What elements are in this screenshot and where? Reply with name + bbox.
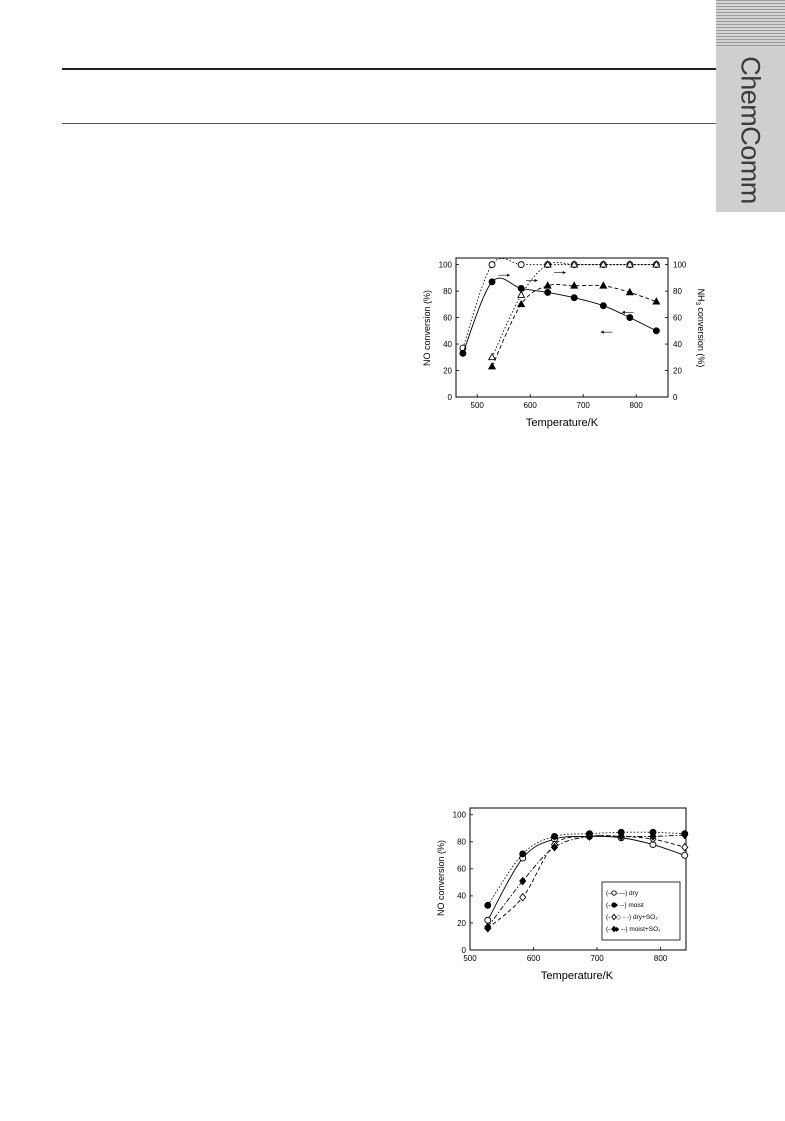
figure-1-series-2-point	[487, 352, 497, 361]
figure-2-series-2-point	[519, 892, 527, 902]
figure-2-series-0-point	[681, 851, 689, 859]
figure-1-series-2-point	[543, 260, 552, 268]
figure-1-series-3-point	[652, 297, 661, 305]
figure-1-xtick-label: 800	[630, 401, 644, 410]
figure-2-ytick-label: 100	[453, 811, 467, 820]
figure-1-series-1-point	[652, 327, 660, 335]
figure-2-legend-marker	[611, 925, 617, 933]
figure-1-xtick-label: 700	[577, 401, 591, 410]
figure-1-series-3-point	[517, 299, 526, 308]
figure-1-arrow-head	[600, 330, 604, 334]
figure-2-ytick-label: 0	[462, 946, 467, 955]
figure-2-series-0-point	[484, 916, 492, 924]
figure-1-arrow-head	[507, 273, 511, 277]
figure-2-series-3-point	[681, 830, 689, 840]
figure-1-ytick2-label: 100	[673, 260, 687, 269]
figure-1-series-0-point	[517, 261, 525, 269]
figure-1-series-2-point	[652, 260, 661, 268]
figure-2-ytick-label: 80	[457, 838, 466, 847]
figure-1-series-0-line	[462, 258, 657, 349]
figure-1-series-2-point	[570, 260, 579, 268]
figure-1-series-2-point	[517, 290, 526, 298]
figure-1-arrow-head	[562, 270, 566, 275]
figure-1-series-0-point	[488, 261, 496, 269]
figure-1-series-2-point	[625, 260, 634, 268]
journal-side-label: ChemComm	[735, 56, 766, 204]
figure-1-xtick-label: 500	[471, 401, 485, 410]
figure-2-series-1-point	[484, 901, 492, 909]
figure-2-ylabel: NO conversion (%)	[436, 840, 446, 916]
figure-2-ytick-label: 40	[457, 892, 466, 901]
figure-1-xtick-label: 600	[524, 401, 538, 410]
figure-1-series-1-point	[459, 349, 467, 357]
figure-1-ytick-label: 100	[439, 260, 453, 269]
figure-2-legend-marker	[611, 902, 617, 908]
figure-1-series-1-point	[626, 314, 634, 322]
figure-1-ytick2-label: 60	[673, 313, 682, 322]
figure-2-series-3-point	[585, 832, 594, 841]
figure-1-series-3-point	[570, 281, 579, 289]
header-rule-top	[62, 68, 722, 70]
figure-2-chart: 500 600 700 800 0 20 40 60 80 100 (—○—) dry (-- ●…	[436, 807, 689, 982]
figure-1-ytick2-label: 40	[673, 340, 682, 349]
figure-2-plot-frame	[469, 807, 687, 951]
figure-2-legend-label-moist: (-- ● --) moist	[606, 902, 644, 909]
header-rule-bottom	[62, 123, 722, 124]
figure-1-arrow-head	[621, 310, 625, 314]
figure-1-chart: 500 600 700 800 0 20 40 60 80 100 0 20 40 60 80 100 Tem…	[422, 257, 706, 429]
figure-2-xtick-label: 700	[590, 954, 604, 963]
figure-1-plot-frame	[455, 257, 669, 398]
figure-2-legend-marker	[611, 913, 617, 921]
figure-2-xtick-label: 600	[527, 954, 541, 963]
figure-2-xtick-label: 500	[463, 954, 477, 963]
figure-2-series-3-point	[550, 842, 559, 852]
figure-2-series-1-point	[551, 832, 558, 840]
figure-2-legend: (—○—) dry (-- ● --) moist (- - ◇ - -) dr…	[601, 881, 681, 941]
figure-2-legend-label-moist-so2: (-- ◆ --) moist+SO₂	[606, 926, 661, 933]
figure-2-series-3-point	[519, 876, 527, 886]
figure-1-ytick2-label: 80	[673, 287, 682, 296]
figure-1-ytick2-label: 0	[673, 393, 678, 402]
figure-1-ytick-label: 20	[443, 366, 452, 375]
figure-1-series-2-point	[599, 260, 608, 268]
figure-1-ytick-label: 40	[443, 340, 452, 349]
figure-1-series-1-point	[570, 294, 578, 302]
figure-2-legend-marker	[611, 890, 617, 896]
figure-2-xlabel: Temperature/K	[541, 970, 614, 982]
figure-1-axis-arrows	[498, 270, 634, 334]
figure-1-ytick-label: 0	[448, 393, 453, 402]
figure-1-ylabel-right: NH3 conversion (%)	[694, 289, 706, 368]
figure-2-ytick-label: 60	[457, 865, 466, 874]
journal-side-tab-panel	[716, 48, 785, 212]
figure-2-xtick-label: 800	[654, 954, 668, 963]
figure-1-series-2-line	[491, 261, 657, 358]
figure-1-series-3-point	[487, 362, 497, 370]
figure-2-legend-label-dry-so2: (- - ◇ - -) dry+SO₂	[606, 914, 658, 921]
figure-1-ytick2-label: 20	[673, 366, 682, 375]
figure-1-series-3-point	[599, 281, 608, 289]
figure-2-ytick-label: 20	[457, 919, 466, 928]
figure-1-ylabel: NO conversion (%)	[422, 290, 432, 366]
figure-1-xlabel: Temperature/K	[526, 417, 599, 429]
figure-2-series-3-point	[484, 922, 492, 932]
figure-1-series-1-point	[488, 278, 496, 286]
figure-2-series-3-point	[617, 832, 625, 841]
figure-2-series-1-point	[519, 850, 527, 858]
figure-1-series-1-point	[599, 302, 607, 310]
figure-1-ytick-label: 60	[443, 313, 452, 322]
figure-1-series-3-point	[625, 287, 634, 296]
figure-2-legend-label-dry: (—○—) dry	[606, 890, 639, 897]
figure-1-series-1-point	[544, 288, 552, 296]
figure-1-ytick-label: 80	[443, 287, 452, 296]
figure-1-arrow-head	[534, 278, 538, 283]
figure-2-series-2-point	[681, 842, 689, 852]
figure-1-series-3-point	[543, 281, 552, 289]
figure-2-series-3-point	[649, 832, 657, 841]
